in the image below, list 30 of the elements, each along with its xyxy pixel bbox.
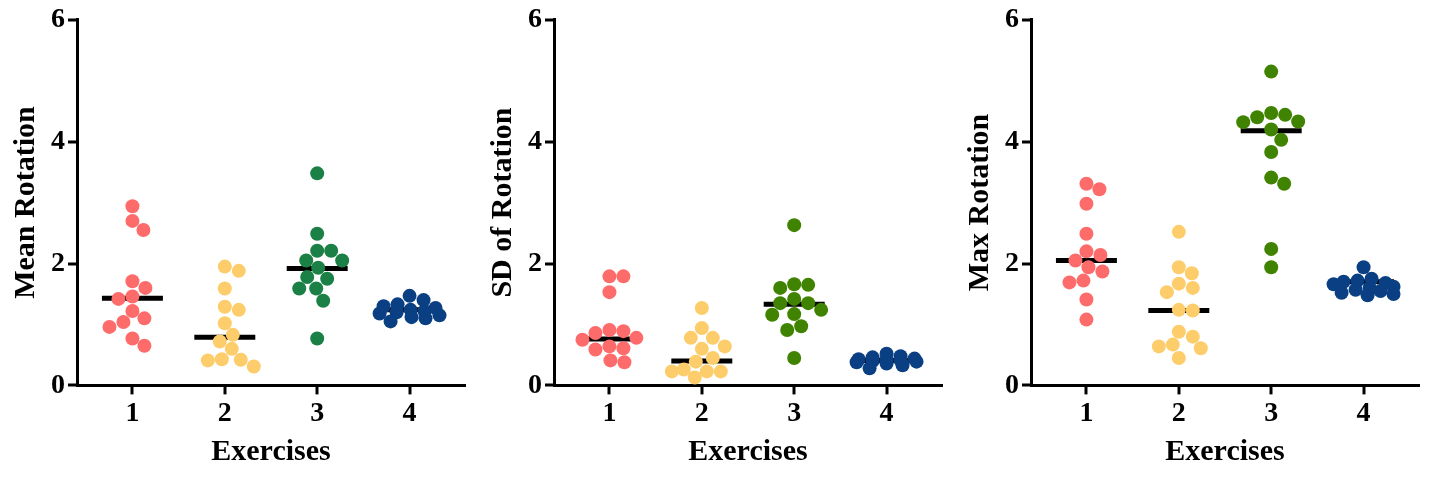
x-tick-label: 4 <box>879 396 894 428</box>
x-axis-title: Exercises <box>688 432 808 466</box>
y-tick-label: 4 <box>51 123 65 155</box>
x-tick-label: 4 <box>1356 396 1371 428</box>
y-axis-title: Mean Rotation <box>6 106 40 299</box>
x-tick-label: 1 <box>125 396 140 428</box>
y-tick-label: 2 <box>528 245 542 277</box>
x-tick-label: 2 <box>217 396 232 428</box>
y-axis-title: Max Rotation <box>960 113 994 292</box>
y-tick-label: 0 <box>51 367 65 399</box>
x-tick-label: 2 <box>1171 396 1186 428</box>
x-tick-label: 2 <box>694 396 709 428</box>
x-tick-label: 3 <box>310 396 325 428</box>
y-tick-label: 2 <box>1005 245 1019 277</box>
x-tick-label: 4 <box>402 396 417 428</box>
y-tick-label: 0 <box>1005 367 1019 399</box>
y-tick-label: 6 <box>1005 2 1019 34</box>
y-axis-title: SD of Rotation <box>483 107 517 298</box>
y-tick-label: 6 <box>528 2 542 34</box>
x-tick-label: 1 <box>1079 396 1094 428</box>
x-tick-label: 3 <box>787 396 802 428</box>
x-tick-label: 1 <box>602 396 617 428</box>
y-tick-label: 6 <box>51 2 65 34</box>
x-axis-title: Exercises <box>211 432 331 466</box>
x-axis-title: Exercises <box>1165 432 1285 466</box>
y-tick-label: 4 <box>528 123 542 155</box>
y-tick-label: 2 <box>51 245 65 277</box>
x-tick-label: 3 <box>1264 396 1279 428</box>
y-tick-label: 0 <box>528 367 542 399</box>
y-tick-label: 4 <box>1005 123 1019 155</box>
